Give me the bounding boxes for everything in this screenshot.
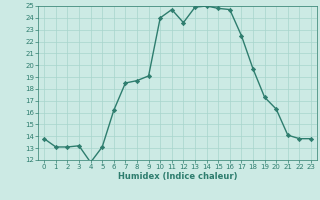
X-axis label: Humidex (Indice chaleur): Humidex (Indice chaleur) bbox=[118, 172, 237, 181]
